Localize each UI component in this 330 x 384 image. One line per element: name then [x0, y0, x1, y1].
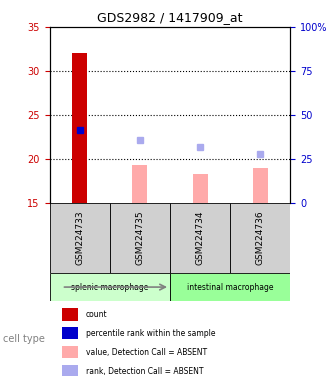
FancyBboxPatch shape — [50, 273, 170, 301]
Text: cell type: cell type — [3, 334, 45, 344]
FancyBboxPatch shape — [170, 273, 290, 301]
FancyBboxPatch shape — [170, 203, 230, 273]
FancyBboxPatch shape — [50, 203, 110, 273]
Text: splenic macrophage: splenic macrophage — [71, 283, 148, 291]
Text: GSM224736: GSM224736 — [256, 211, 265, 265]
Text: value, Detection Call = ABSENT: value, Detection Call = ABSENT — [86, 348, 207, 357]
Bar — [72, 53, 87, 203]
Bar — [61, 308, 79, 321]
Text: percentile rank within the sample: percentile rank within the sample — [86, 329, 215, 338]
Text: count: count — [86, 310, 107, 319]
Text: GSM224734: GSM224734 — [196, 211, 205, 265]
Text: GSM224735: GSM224735 — [135, 211, 144, 265]
Bar — [61, 365, 79, 377]
Bar — [192, 174, 208, 203]
FancyBboxPatch shape — [110, 203, 170, 273]
Text: intestinal macrophage: intestinal macrophage — [187, 283, 274, 291]
Bar — [253, 168, 268, 203]
Text: rank, Detection Call = ABSENT: rank, Detection Call = ABSENT — [86, 367, 203, 376]
Bar — [132, 165, 148, 203]
Bar — [61, 346, 79, 358]
Bar — [61, 327, 79, 339]
FancyBboxPatch shape — [230, 203, 290, 273]
Text: GSM224733: GSM224733 — [75, 211, 84, 265]
Title: GDS2982 / 1417909_at: GDS2982 / 1417909_at — [97, 11, 243, 24]
